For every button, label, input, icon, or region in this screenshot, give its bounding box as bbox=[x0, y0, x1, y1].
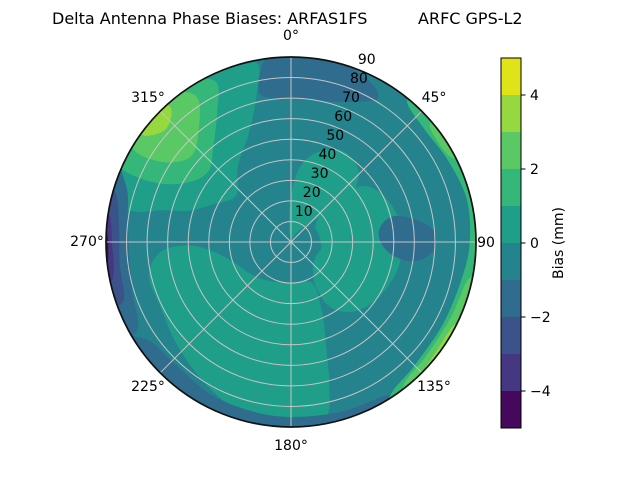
colorbar-tick-label--2: −2 bbox=[530, 310, 551, 326]
theta-label-225: 225° bbox=[131, 379, 165, 395]
theta-label-45: 45° bbox=[422, 90, 447, 106]
theta-label-0: 0° bbox=[283, 28, 299, 44]
r-tick-label-20: 20 bbox=[303, 185, 321, 201]
r-tick-label-60: 60 bbox=[334, 109, 352, 125]
colorbar: 4 2 0 −2 −4 Bias (mm) bbox=[500, 57, 567, 429]
theta-label-180: 180° bbox=[274, 438, 308, 454]
colorbar-segment-4to5 bbox=[501, 58, 521, 96]
polar-outline bbox=[105, 56, 477, 428]
polar-grid bbox=[106, 57, 476, 427]
colorbar-tick-label-4: 4 bbox=[530, 88, 539, 104]
colorbar-segment-0to1 bbox=[501, 206, 521, 244]
r-tick-label-40: 40 bbox=[318, 147, 336, 163]
theta-label-90: 90 bbox=[477, 235, 495, 251]
contour-region-light-bottom-left bbox=[148, 245, 330, 426]
contour-region-dark-top-cap bbox=[258, 57, 379, 103]
colorbar-segment--4to-3 bbox=[501, 354, 521, 392]
colorbar-axis-label: Bias (mm) bbox=[551, 207, 567, 279]
theta-label-315: 315° bbox=[131, 90, 165, 106]
r-tick-labels: 10 20 30 40 50 60 70 80 90 bbox=[295, 52, 376, 220]
colorbar-segment-3to4 bbox=[501, 95, 521, 133]
theta-label-135: 135° bbox=[417, 379, 451, 395]
colorbar-segment--1to0 bbox=[501, 243, 521, 281]
contour-region-dark-bottom-rim bbox=[124, 335, 397, 427]
r-tick-label-30: 30 bbox=[311, 166, 329, 182]
r-tick-label-80: 80 bbox=[350, 71, 368, 87]
polar-grid-spoke-135 bbox=[290, 241, 423, 374]
contour-region-green-right-rim-bright-b bbox=[401, 276, 476, 399]
theta-tick-labels: 0° 45° 90 135° 180° 225° 270° 315° bbox=[70, 28, 495, 454]
colorbar-segment--5to-4 bbox=[501, 391, 521, 429]
theta-label-270: 270° bbox=[70, 234, 104, 250]
r-tick-label-10: 10 bbox=[295, 204, 313, 220]
contour-region-light-center-right bbox=[289, 149, 359, 241]
colorbar-tick-label--4: −4 bbox=[530, 384, 551, 400]
polar-grid-spoke-315 bbox=[159, 110, 292, 243]
colorbar-segment-2to3 bbox=[501, 132, 521, 170]
colorbar-segment--2to-1 bbox=[501, 280, 521, 318]
polar-grid-spoke-45 bbox=[290, 110, 423, 243]
contour-region-dark-left-rim-3 bbox=[106, 211, 114, 284]
colorbar-tick-label-0: 0 bbox=[530, 236, 539, 252]
polar-grid-spoke-225 bbox=[159, 241, 292, 374]
r-tick-label-70: 70 bbox=[342, 90, 360, 106]
colorbar-segment-1to2 bbox=[501, 169, 521, 207]
chart-title-right: ARFC GPS-L2 bbox=[418, 9, 523, 28]
r-tick-label-90: 90 bbox=[358, 52, 376, 68]
contour-region-green-upper-left-bright bbox=[139, 103, 172, 136]
colorbar-tick-label-2: 2 bbox=[530, 162, 539, 178]
contour-region-light-right-band bbox=[312, 186, 403, 313]
chart-title: Delta Antenna Phase Biases: ARFAS1FS bbox=[52, 9, 368, 28]
colorbar-segment--3to-2 bbox=[501, 317, 521, 355]
r-tick-label-50: 50 bbox=[326, 128, 344, 144]
